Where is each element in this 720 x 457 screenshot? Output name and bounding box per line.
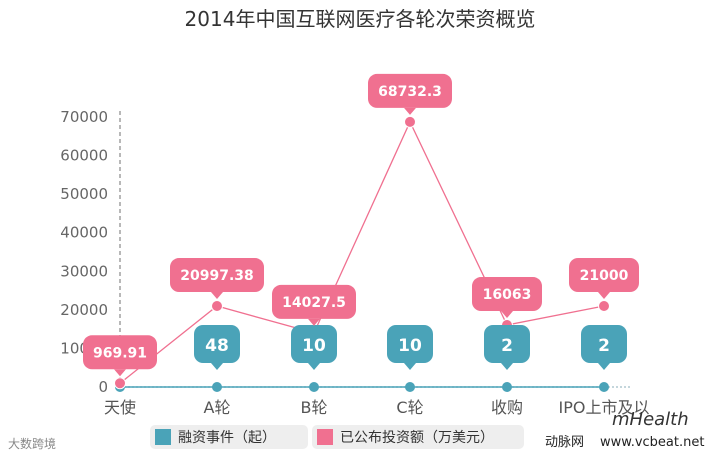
data-label-amount: 21000: [580, 268, 629, 284]
x-tick-label: C轮: [396, 398, 423, 417]
point-events: [502, 382, 512, 392]
point-amount: [404, 115, 416, 128]
watermark-brand: mHealth: [612, 409, 689, 430]
point-amount: [598, 300, 610, 312]
bubble-events: [194, 325, 240, 363]
x-tick-label: A轮: [204, 398, 231, 417]
point-events: [309, 382, 319, 392]
watermark-site-cn: 动脉网: [545, 435, 584, 450]
bubble-amount: [569, 258, 639, 292]
bubble-amount: [170, 258, 264, 293]
data-label-amount: 16063: [483, 287, 532, 303]
data-label-amount: 14027.5: [282, 295, 346, 311]
point-amount: [211, 300, 223, 313]
y-tick-label: 60000: [60, 147, 108, 165]
y-tick-label: 0: [98, 378, 108, 396]
bubble-pointer-events: [308, 363, 320, 370]
bubble-amount: [83, 335, 157, 370]
series-line-amount: [119, 120, 605, 384]
y-tick-label: 40000: [60, 224, 108, 242]
bubble-pointer-amount: [308, 318, 320, 326]
bubble-events: [581, 325, 627, 363]
watermark-site-url: www.vcbeat.net: [600, 435, 704, 450]
legend-label-amount: 已公布投资额（万美元）: [340, 430, 494, 446]
bubble-pointer-amount: [211, 292, 223, 300]
series-lines: [119, 120, 605, 388]
x-tick-label: 天使: [104, 398, 136, 417]
legend-swatch-events: [155, 429, 171, 445]
bubble-amount: [472, 277, 542, 312]
y-tick-label: 20000: [60, 301, 108, 319]
legend: 融资事件（起） 已公布投资额（万美元）: [150, 425, 524, 449]
data-label-events: 2: [598, 336, 610, 356]
x-tick-label: B轮: [301, 398, 328, 417]
bubble-events: [387, 325, 433, 363]
chart-title: 2014年中国互联网医疗各轮次荣资概览: [185, 7, 536, 31]
x-tick-label: 收购: [491, 398, 523, 417]
y-tick-label: 30000: [60, 262, 108, 280]
y-tick-label: 50000: [60, 185, 108, 203]
point-events: [405, 382, 415, 392]
bubble-pointer-events: [598, 363, 610, 370]
legend-label-events: 融资事件（起）: [178, 430, 276, 446]
bubble-pointer-events: [211, 363, 223, 370]
watermarks: 大数跨境 mHealth 动脉网 www.vcbeat.net: [8, 409, 704, 451]
legend-swatch-amount: [317, 429, 333, 445]
data-label-bubbles: 48 10 10 2 2 969.91 20997.38 14027.5 68732.3 1606…: [83, 73, 639, 377]
data-label-events: 2: [501, 336, 513, 356]
bubble-amount: [368, 73, 452, 108]
x-tick-label: IPO上市及以: [559, 398, 650, 417]
point-events: [599, 382, 609, 392]
bubble-events: [291, 325, 337, 363]
data-label-events: 10: [302, 336, 326, 356]
watermark-left: 大数跨境: [8, 436, 56, 451]
data-label-amount: 969.91: [93, 345, 147, 361]
bubble-pointer-amount: [501, 311, 513, 319]
data-label-events: 10: [398, 336, 422, 356]
data-label-events: 48: [205, 336, 229, 356]
bubble-pointer-events: [404, 363, 416, 370]
data-label-amount: 68732.3: [378, 84, 442, 100]
point-events: [212, 382, 222, 392]
bubble-pointer-amount: [114, 369, 126, 377]
series-marks: [114, 115, 610, 392]
legend-item-bg-amount: [312, 425, 524, 449]
axes: 010000200003000040000500006000070000天使A轮…: [60, 108, 649, 417]
point-amount: [114, 377, 126, 390]
y-tick-label: 70000: [60, 108, 108, 126]
data-label-amount: 20997.38: [180, 268, 254, 284]
bubble-pointer-amount: [598, 292, 610, 299]
bubble-amount: [272, 284, 356, 319]
legend-item-bg-events: [150, 425, 308, 449]
bubble-events: [484, 325, 530, 363]
bubble-pointer-amount: [404, 107, 416, 115]
bubble-pointer-events: [501, 363, 513, 370]
